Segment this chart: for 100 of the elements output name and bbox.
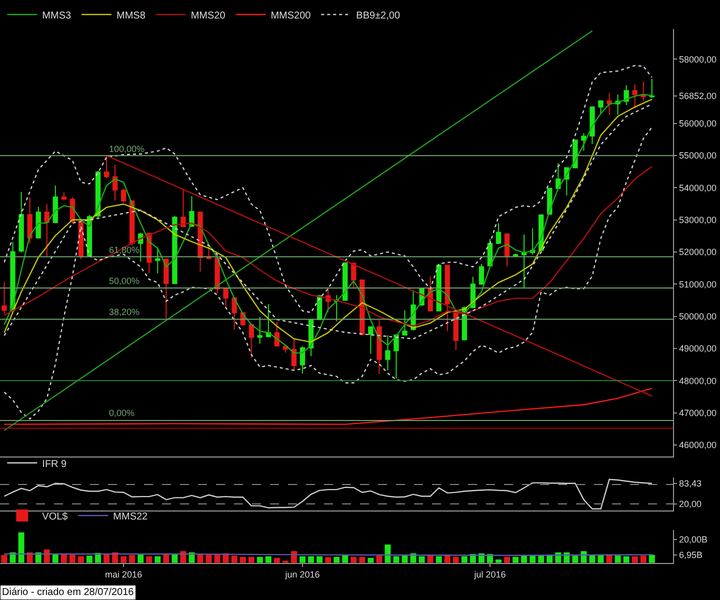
candlestick (155, 246, 160, 274)
y-tick-label: 83,43 (679, 478, 702, 489)
candlestick (444, 264, 450, 332)
candlestick (164, 258, 169, 320)
y-tick-label: 50000,00 (679, 311, 717, 322)
x-tick-label: mai 2016 (105, 570, 142, 580)
candlestick (530, 228, 536, 256)
bar (640, 556, 646, 563)
bar (316, 556, 323, 563)
bar (512, 556, 519, 563)
annotation: 100,00% (109, 144, 145, 154)
bar (452, 556, 459, 563)
annotation: 38,20% (109, 307, 140, 317)
bar (274, 558, 280, 563)
legend-label: MMS3 (42, 10, 72, 22)
candlestick (61, 192, 66, 202)
y-tick-label: 54000,00 (679, 182, 717, 193)
bar (359, 556, 366, 563)
bar (436, 556, 442, 563)
y-tick-label: 20,00 (679, 499, 702, 509)
candlestick (291, 338, 297, 371)
candlestick (402, 310, 408, 336)
y-tick-label: 6,95B (679, 550, 703, 560)
bar (154, 556, 161, 563)
candlestick (36, 206, 41, 240)
y-tick-label: 55000,00 (679, 150, 717, 161)
bar (78, 556, 84, 563)
bar (350, 556, 357, 563)
y-tick-label: 51000,00 (679, 279, 717, 290)
text: Diário - criado em 28/07/2016 (2, 587, 134, 598)
bar (256, 556, 263, 563)
candlestick (120, 188, 126, 203)
candlestick (590, 106, 595, 144)
y-tick-label: 48000,00 (679, 376, 717, 386)
y-tick-label: 56000,00 (679, 118, 717, 129)
bar (129, 555, 136, 563)
candlestick (368, 326, 374, 354)
candlestick (632, 84, 638, 109)
candlestick (385, 334, 390, 371)
candlestick (581, 132, 586, 152)
legend-label: MMS22 (113, 511, 148, 522)
y-tick-label: 46000,00 (679, 440, 717, 450)
bar (231, 556, 238, 563)
bar (504, 556, 510, 563)
candlestick (624, 84, 629, 106)
candlestick (52, 184, 58, 224)
bar (265, 556, 272, 563)
y-tick-label: 49000,00 (679, 344, 717, 354)
y-tick-label: 52000,00 (679, 247, 717, 258)
bar (146, 556, 152, 563)
candlestick (376, 320, 382, 374)
candlestick (496, 222, 502, 244)
candlestick (478, 263, 484, 286)
candlestick (274, 321, 280, 348)
candlestick (172, 216, 178, 285)
legend-label: MMS200 (270, 10, 312, 22)
y-tick-label: 47000,00 (679, 408, 717, 418)
bar (325, 557, 332, 563)
candlestick (640, 80, 646, 102)
bar (300, 556, 306, 563)
candlestick (232, 297, 237, 330)
line-series (4, 478, 652, 510)
bar (538, 556, 544, 563)
candlestick (44, 204, 50, 258)
bar (180, 551, 186, 563)
bar (418, 556, 425, 563)
y-tick-label: 20,00B (679, 534, 708, 545)
annotation: 0,00% (109, 408, 135, 418)
y-tick-label: 58000,00 (679, 54, 717, 64)
candlestick (257, 316, 262, 344)
candlestick (2, 281, 7, 314)
bar (206, 554, 212, 563)
legend-label: MMS20 (190, 10, 226, 22)
bar (44, 550, 50, 563)
bar (623, 556, 630, 563)
candlestick (504, 232, 510, 267)
bar (530, 556, 536, 563)
candlestick (180, 188, 186, 228)
bar (521, 556, 528, 563)
bar (461, 556, 468, 563)
line-series (4, 126, 652, 420)
legend-label: MMS8 (116, 10, 146, 22)
bar (104, 554, 110, 563)
legend-label: BB9±2,00 (356, 10, 400, 22)
x-tick-label: jun 2016 (284, 570, 320, 580)
annotation: 50,00% (109, 276, 140, 286)
bar (572, 556, 578, 563)
legend-label: VOL$ (42, 511, 68, 522)
candlestick (112, 164, 118, 202)
bar (138, 554, 144, 563)
candlestick (27, 196, 32, 244)
bar (580, 551, 587, 563)
candlestick (598, 100, 604, 115)
y-tick-label: 56852,00 (679, 91, 717, 102)
bar (308, 556, 314, 563)
x-tick-label: jul 2016 (473, 570, 506, 580)
bar (614, 556, 621, 563)
candlestick (512, 253, 518, 258)
candlestick (453, 312, 458, 351)
candlestick (394, 334, 399, 380)
